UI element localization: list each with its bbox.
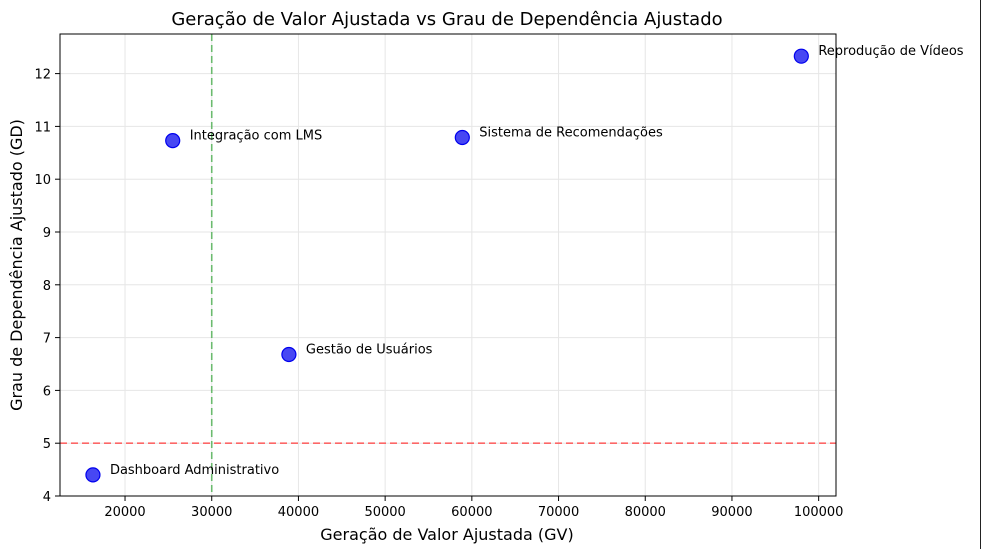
data-point [281, 346, 297, 363]
data-point [793, 48, 809, 64]
y-axis-label: Grau de Dependência Ajustado (GD) [7, 119, 26, 411]
x-tick-label: 70000 [538, 505, 579, 520]
data-point-label: Gestão de Usuários [306, 342, 433, 357]
x-tick-label: 60000 [451, 505, 492, 520]
x-tick-label: 20000 [104, 505, 145, 520]
y-tick-label: 9 [43, 226, 51, 241]
y-tick-label: 8 [43, 279, 51, 294]
plot-area-frame [59, 33, 837, 497]
x-tick-label: 30000 [191, 505, 232, 520]
y-tick-label: 4 [43, 490, 51, 505]
data-points: Reprodução de Vídeos Integração com LMS Si… [85, 44, 964, 483]
reference-lines [60, 34, 836, 496]
x-tick-label: 100000 [794, 505, 844, 520]
chart-title: Geração de Valor Ajustada vs Grau de Dep… [171, 9, 722, 30]
y-axis-ticks: 4 5 6 7 8 9 10 11 12 [34, 68, 60, 505]
x-axis-ticks: 20000 30000 40000 50000 60000 70000 80000 90000… [104, 496, 843, 520]
y-tick-label: 5 [43, 437, 51, 452]
y-tick-label: 12 [34, 68, 51, 83]
data-point [454, 129, 470, 146]
x-axis-label: Geração de Valor Ajustada (GV) [320, 525, 573, 544]
y-tick-label: 6 [43, 384, 51, 399]
x-tick-label: 80000 [625, 505, 666, 520]
x-tick-label: 50000 [364, 505, 405, 520]
right-edge-border [980, 0, 981, 549]
data-point [165, 133, 181, 149]
data-point-label: Reprodução de Vídeos [818, 44, 963, 59]
x-tick-label: 90000 [711, 505, 752, 520]
data-point-label: Integração com LMS [190, 129, 323, 144]
grid [60, 34, 836, 497]
data-point-label: Sistema de Recomendações [479, 125, 663, 140]
data-point [85, 467, 101, 483]
data-point-label: Dashboard Administrativo [110, 463, 279, 478]
y-tick-label: 11 [34, 120, 51, 135]
y-tick-label: 10 [34, 173, 51, 188]
y-tick-label: 7 [43, 332, 51, 347]
x-tick-label: 40000 [278, 505, 319, 520]
